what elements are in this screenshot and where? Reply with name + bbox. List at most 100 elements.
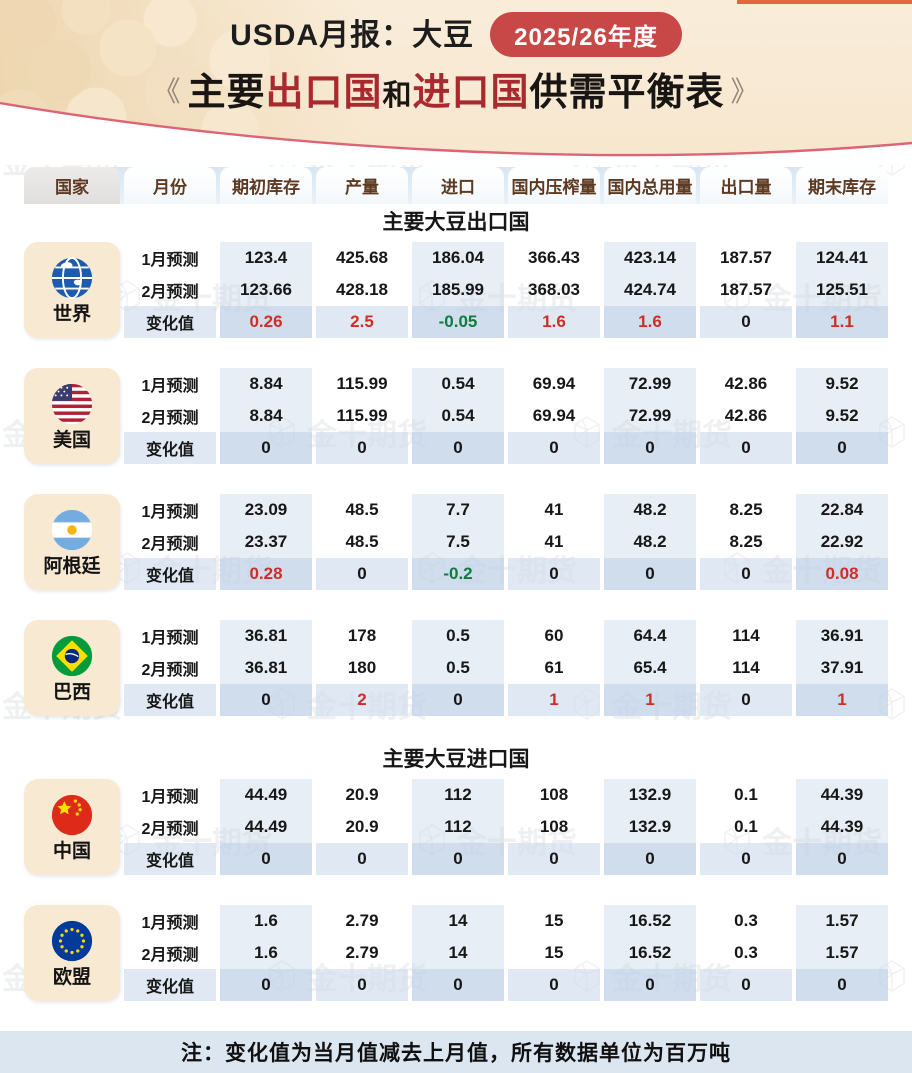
data-cell: 0.1 bbox=[734, 817, 758, 836]
data-cell: 1 bbox=[604, 684, 696, 716]
row-label: 1月预测 bbox=[141, 504, 199, 521]
data-cell: 15 bbox=[544, 911, 564, 930]
data-cell: -0.05 bbox=[412, 306, 504, 338]
header-curve bbox=[0, 101, 912, 165]
data-cell: 0 bbox=[700, 843, 792, 875]
country-block-world: 世界 1月预测 123.4 425.68 186.04 366.43 423.14 187.5… bbox=[24, 242, 888, 338]
data-cell: 14 bbox=[412, 937, 504, 969]
data-cell: 187.57 bbox=[720, 280, 772, 299]
page-title: USDA月报：大豆 bbox=[230, 19, 475, 52]
data-cell: 0 bbox=[508, 969, 600, 1001]
data-cell: 0 bbox=[316, 432, 408, 464]
data-cell: 0 bbox=[220, 684, 312, 716]
data-cell: 0.26 bbox=[220, 306, 312, 338]
row-label: 2月预测 bbox=[141, 536, 199, 553]
data-cell: 1.57 bbox=[796, 937, 888, 969]
table-row: 变化值 0 0 0 0 0 0 0 bbox=[124, 432, 888, 464]
data-cell: 0 bbox=[604, 558, 696, 590]
country-cell: 巴西 bbox=[24, 620, 120, 716]
data-cell: 0.54 bbox=[412, 368, 504, 400]
row-label: 变化值 bbox=[124, 306, 216, 338]
data-cell: 185.99 bbox=[412, 274, 504, 306]
country-block-eu: 欧盟 1月预测 1.6 2.79 14 15 16.52 0.3 1.57 2月预测 1.6 2.79… bbox=[24, 905, 888, 1001]
data-cell: 178 bbox=[347, 626, 377, 645]
data-cell: 44.49 bbox=[220, 811, 312, 843]
table-row: 2月预测 36.81 180 0.5 61 65.4 114 37.91 bbox=[124, 652, 888, 684]
data-cell: 37.91 bbox=[796, 652, 888, 684]
data-cell: 65.4 bbox=[604, 652, 696, 684]
data-cell: 366.43 bbox=[528, 248, 580, 267]
table-row: 变化值 0.28 0 -0.2 0 0 0 0.08 bbox=[124, 558, 888, 590]
data-cell: 48.2 bbox=[604, 494, 696, 526]
data-cell: 112 bbox=[412, 779, 504, 811]
section-title: 主要大豆进口国 bbox=[382, 748, 530, 771]
data-cell: 124.41 bbox=[796, 242, 888, 274]
country-label: 阿根廷 bbox=[43, 555, 101, 577]
country-block-cn: 中国 1月预测 44.49 20.9 112 108 132.9 0.1 44.39 2月预测 44… bbox=[24, 779, 888, 875]
table-row: 1月预测 44.49 20.9 112 108 132.9 0.1 44.39 bbox=[124, 779, 888, 811]
top-accent-bar bbox=[737, 0, 912, 4]
footnote-text: 注：变化值为当月值减去上月值，所有数据单位为百万吨 bbox=[181, 1042, 731, 1065]
data-cell: 2.5 bbox=[316, 306, 408, 338]
data-cell: 60 bbox=[544, 626, 564, 645]
data-cell: 9.52 bbox=[796, 368, 888, 400]
subtitle-segment: 主要 bbox=[187, 71, 266, 114]
data-cell: 1.6 bbox=[508, 306, 600, 338]
us-flag-icon bbox=[51, 383, 93, 424]
data-cell: 108 bbox=[539, 817, 569, 836]
table-row: 1月预测 1.6 2.79 14 15 16.52 0.3 1.57 bbox=[124, 905, 888, 937]
country-cell: 中国 bbox=[24, 779, 120, 875]
data-cell: 0 bbox=[700, 306, 792, 338]
data-cell: 69.94 bbox=[532, 406, 576, 425]
data-cell: 423.14 bbox=[604, 242, 696, 274]
column-header-6: 国内总用量 bbox=[604, 167, 696, 204]
data-cell: 0 bbox=[700, 432, 792, 464]
table-header-row: 国家 月份 期初库存 产量 进口 国内压榨量 国内总用量 出口量 期末库存 bbox=[24, 167, 888, 204]
subtitle-segments: 主要出口国和进口国供需平衡表 bbox=[187, 72, 724, 114]
country-cell: 欧盟 bbox=[24, 905, 120, 1001]
data-cell: 1.57 bbox=[796, 905, 888, 937]
data-cell: 0 bbox=[796, 843, 888, 875]
data-cell: 425.68 bbox=[336, 248, 388, 267]
data-cell: 9.52 bbox=[796, 400, 888, 432]
argentina-flag-icon bbox=[51, 509, 93, 550]
data-cell: 2.79 bbox=[345, 911, 379, 930]
data-cell: 20.9 bbox=[345, 817, 379, 836]
data-cell: 186.04 bbox=[412, 242, 504, 274]
data-cell: 23.37 bbox=[220, 526, 312, 558]
data-cell: 1 bbox=[796, 684, 888, 716]
data-cell: 72.99 bbox=[604, 400, 696, 432]
season-badge: 2025/26年度 bbox=[490, 11, 682, 57]
data-cell: 36.81 bbox=[220, 620, 312, 652]
column-header-1: 月份 bbox=[124, 167, 216, 204]
data-cell: 22.92 bbox=[796, 526, 888, 558]
row-label: 变化值 bbox=[124, 969, 216, 1001]
data-cell: 1.6 bbox=[604, 306, 696, 338]
data-cell: 44.39 bbox=[796, 779, 888, 811]
data-cell: 0 bbox=[508, 843, 600, 875]
data-cell: 0.28 bbox=[220, 558, 312, 590]
data-cell: 0 bbox=[508, 558, 600, 590]
data-cell: 0 bbox=[220, 432, 312, 464]
subtitle-segment: 进口国 bbox=[412, 71, 530, 114]
data-cell: 115.99 bbox=[336, 406, 388, 425]
open-quote-mark: 《 bbox=[152, 75, 182, 107]
column-header-2: 期初库存 bbox=[220, 167, 312, 204]
data-cell: 112 bbox=[412, 811, 504, 843]
data-cell: 0 bbox=[700, 558, 792, 590]
table-row: 1月预测 123.4 425.68 186.04 366.43 423.14 187.57 1… bbox=[124, 242, 888, 274]
table-row: 1月预测 23.09 48.5 7.7 41 48.2 8.25 22.84 bbox=[124, 494, 888, 526]
data-cell: 114 bbox=[732, 626, 760, 645]
column-header-0: 国家 bbox=[24, 167, 120, 204]
data-cell: 15 bbox=[544, 943, 564, 962]
data-cell: 0 bbox=[412, 684, 504, 716]
data-cell: 48.2 bbox=[604, 526, 696, 558]
balance-table: 国家 月份 期初库存 产量 进口 国内压榨量 国内总用量 出口量 期末库存 主要大豆出口国 世界 1… bbox=[0, 165, 912, 1001]
country-cell: 美国 bbox=[24, 368, 120, 464]
data-cell: 187.57 bbox=[720, 248, 772, 267]
row-label: 2月预测 bbox=[141, 821, 199, 838]
data-cell: 132.9 bbox=[604, 779, 696, 811]
row-label: 变化值 bbox=[124, 684, 216, 716]
data-cell: 0 bbox=[604, 432, 696, 464]
data-cell: 108 bbox=[539, 785, 569, 804]
